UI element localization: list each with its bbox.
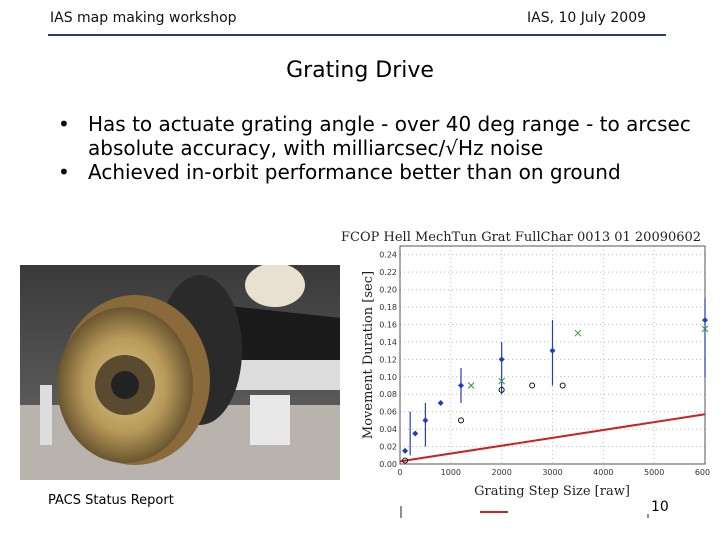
y-tick-label: 0.02 [379,443,397,452]
grating-drive-photo [20,265,360,480]
data-point-x [574,329,582,337]
chart-background [340,224,710,520]
y-tick-label: 0.16 [379,320,397,329]
data-point-diamond [437,399,444,406]
data-point-x-stroke [467,382,475,389]
chart-legend [400,506,649,518]
movement-duration-chart: FCOP Hell MechTun Grat FullChar 0013 01 … [340,224,710,520]
data-point-diamond [458,382,464,389]
data-point-diamond [422,417,429,424]
data-point-x-stroke [574,329,582,337]
x-tick-label: 0 [397,468,402,477]
data-point-x-stroke [701,325,709,333]
y-tick-label: 0.12 [379,355,397,364]
y-tick-label: 0.22 [379,268,397,277]
header-right: IAS, 10 July 2009 [527,10,647,26]
x-tick-label: 4000 [593,468,613,477]
slide-title: Grating Drive [286,58,434,83]
bullet-list: • Has to actuate grating angle - over 40… [58,112,698,184]
y-tick-label: 0.20 [379,286,397,295]
data-point-circle [559,382,566,389]
header-left: IAS map making workshop [50,10,237,26]
y-axis-label: Movement Duration [sec] [361,271,376,439]
bullet-text: Achieved in-orbit performance better tha… [88,160,621,184]
data-point-diamond [498,356,505,363]
bullet-icon: • [58,160,70,184]
x-tick-label: 5000 [644,468,664,477]
x-tick-label: 3000 [542,468,562,477]
data-point-x [701,325,709,333]
bullet-text: Has to actuate grating angle - over 40 d… [88,112,691,160]
y-tick-label: 0.00 [379,460,397,469]
y-tick-label: 0.24 [379,251,397,260]
bullet-item: • Has to actuate grating angle - over 40… [58,112,698,160]
data-point-x [467,382,475,389]
data-point-circle [458,417,464,424]
y-tick-label: 0.18 [379,303,397,312]
data-point-diamond [412,430,419,437]
footer-text: PACS Status Report [48,493,174,508]
x-tick-label: 2000 [491,468,511,477]
chart-title: FCOP Hell MechTun Grat FullChar 0013 01 … [341,230,701,245]
bullet-item: • Achieved in-orbit performance better t… [58,160,698,184]
y-tick-label: 0.14 [379,338,397,347]
fit-line [399,413,706,463]
y-tick-label: 0.06 [379,408,397,417]
y-tick-labels: 0.00 0.02 0.04 0.06 0.08 0.10 0.12 0.14 0.16 0.18… [379,251,397,469]
data-point-circle [529,382,536,389]
x-tick-label: 6000 [695,468,710,477]
y-tick-label: 0.08 [379,390,397,399]
data-point-diamond [702,317,708,324]
data-point-x [498,377,506,385]
y-tick-label: 0.10 [379,373,397,382]
x-axis-label: Grating Step Size [raw] [474,484,630,499]
data-point-diamond [402,447,409,454]
page-number: 10 [651,499,669,515]
data-points [402,317,709,464]
data-point-circle [498,386,505,393]
data-point-diamond [549,347,556,354]
data-point-x-stroke [498,377,506,385]
x-tick-label: 1000 [441,468,461,477]
bullet-icon: • [58,112,70,136]
data-point-circle [402,457,409,464]
header-rule [48,34,666,36]
x-tick-labels: 0 1000 2000 3000 4000 5000 6000 [397,468,710,477]
y-tick-label: 0.04 [379,425,397,434]
